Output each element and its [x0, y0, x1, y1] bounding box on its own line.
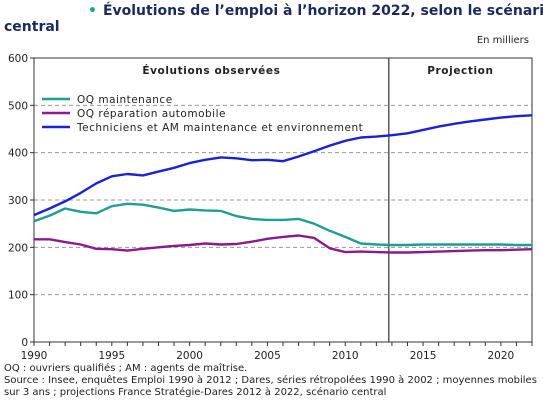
section-label-observed: Évolutions observées	[142, 64, 280, 77]
x-tick-label: 2020	[488, 350, 515, 362]
y-tick-label: 400	[8, 148, 28, 160]
y-tick-label: 600	[8, 53, 28, 65]
legend-label: Techniciens et AM maintenance et environ…	[76, 122, 363, 134]
chart-title-text: Évolutions de l’emploi à l’horizon 2022,…	[102, 3, 543, 19]
chart-notes: OQ : ouvriers qualifiés ; AM : agents de…	[4, 363, 540, 399]
series-line-2	[34, 234, 533, 254]
y-axis: 0 100 200 300 400 500 600	[8, 53, 34, 349]
legend: OQ maintenance OQ réparation automobile Te…	[42, 94, 363, 134]
x-axis: 1990 1995 2000 2005 2010 2015 2020	[21, 342, 533, 362]
y-tick-label: 300	[8, 195, 28, 207]
y-tick-label: 100	[8, 290, 28, 302]
legend-label: OQ réparation automobile	[77, 108, 226, 120]
abbreviation-note: OQ : ouvriers qualifiés ; AM : agents de…	[4, 363, 248, 374]
units-label: En milliers	[476, 35, 529, 46]
x-tick-label: 2000	[176, 350, 203, 362]
y-tick-label: 200	[8, 242, 28, 254]
chart-title: • Évolutions de l’emploi à l’horizon 2022…	[88, 3, 543, 19]
series-line-3	[33, 114, 533, 217]
y-tick-label: 500	[8, 100, 28, 112]
section-label-projection: Projection	[427, 65, 493, 77]
series-line-1	[33, 202, 532, 247]
line-chart: Évolutions observées Projection 0 100 200 3…	[8, 53, 533, 362]
x-tick-label: 2010	[332, 350, 359, 362]
x-tick-label: 1995	[98, 350, 125, 362]
legend-label: OQ maintenance	[77, 94, 173, 106]
series-lines	[33, 114, 533, 254]
x-tick-label: 2015	[410, 350, 437, 362]
source-note: Source : Insee, enquêtes Emploi 1990 à 2…	[4, 375, 537, 398]
y-tick-label: 0	[21, 337, 28, 349]
gridlines	[34, 104, 532, 296]
chart-title-continued: central	[4, 19, 60, 35]
x-tick-label: 1990	[21, 350, 48, 362]
x-tick-label: 2005	[254, 350, 281, 362]
bullet-icon: •	[88, 3, 97, 19]
